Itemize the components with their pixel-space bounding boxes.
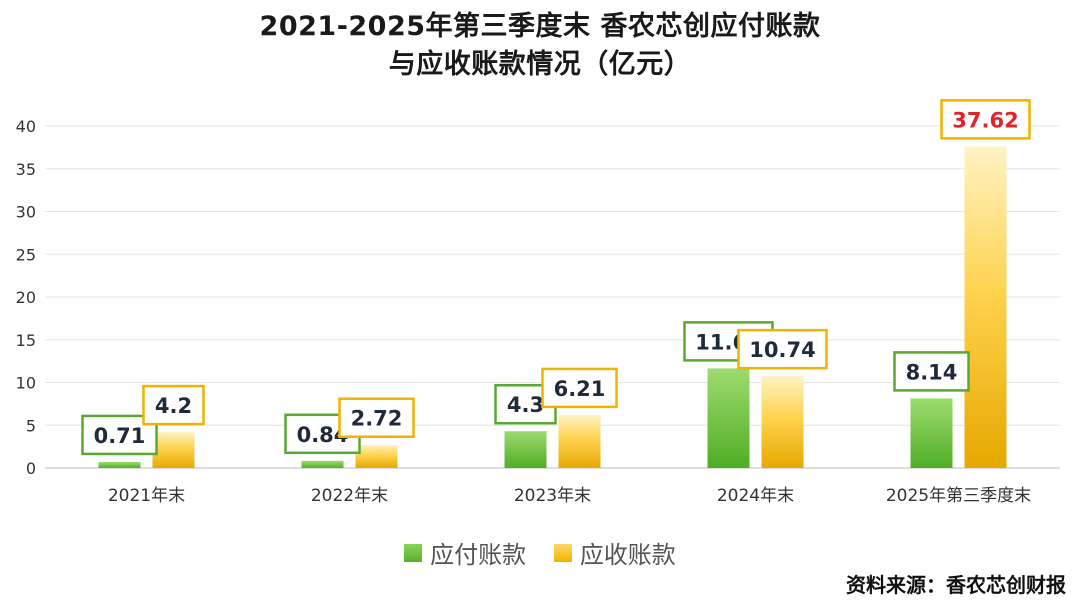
chart-legend: 应付账款 应收账款 — [0, 535, 1080, 570]
chart-subtitle: 与应收账款情况（亿元） — [388, 49, 692, 80]
x-category-label: 2022年末 — [311, 486, 388, 506]
bar-payable — [910, 398, 953, 468]
data-label-box — [541, 367, 618, 409]
bar-payable — [301, 460, 344, 468]
bar-receivable — [355, 444, 398, 468]
data-label-receivable: 37.62 — [952, 108, 1018, 132]
y-tick-label: 30 — [16, 203, 36, 222]
data-label-receivable: 6.21 — [554, 377, 606, 401]
bar-receivable — [761, 376, 804, 468]
data-label-receivable: 10.74 — [749, 338, 815, 362]
bar-receivable — [558, 414, 601, 468]
data-label-box — [940, 99, 1031, 140]
data-label-receivable: 2.72 — [351, 407, 403, 431]
data-label-box — [737, 328, 828, 370]
x-category-label: 2021年末 — [108, 486, 185, 506]
y-tick-label: 25 — [16, 245, 36, 264]
legend-label-payable: 应付账款 — [430, 541, 527, 569]
bar-receivable — [964, 146, 1007, 468]
data-label-payable: 8.14 — [906, 360, 958, 384]
bar-payable — [504, 431, 547, 468]
bar-payable — [707, 368, 750, 468]
x-category-label: 2023年末 — [514, 486, 591, 506]
legend-swatch-payable — [404, 543, 423, 562]
bar-receivable — [152, 432, 195, 468]
source-note: 资料来源：香农芯创财报 — [846, 573, 1066, 597]
legend-label-receivable: 应收账款 — [579, 541, 676, 569]
legend-swatch-receivable — [553, 543, 572, 562]
y-tick-label: 15 — [16, 331, 36, 350]
data-label-box — [81, 414, 158, 456]
data-label-box — [142, 384, 205, 426]
data-label-box — [338, 397, 415, 438]
legend-item-payable: 应付账款 — [404, 535, 526, 570]
y-tick-label: 5 — [26, 416, 36, 435]
y-tick-label: 40 — [16, 117, 36, 136]
y-tick-label: 0 — [26, 459, 36, 478]
data-label-payable: 0.71 — [94, 424, 146, 448]
y-tick-label: 20 — [16, 288, 36, 307]
x-category-label: 2025年第三季度末 — [886, 486, 1031, 506]
data-label-box — [893, 351, 970, 392]
data-label-receivable: 4.2 — [155, 394, 192, 418]
bar-payable — [98, 461, 141, 468]
legend-item-receivable: 应收账款 — [553, 535, 676, 570]
chart-title: 2021-2025年第三季度末 香农芯创应付账款 — [259, 11, 821, 42]
y-tick-label: 10 — [16, 374, 36, 393]
data-label-payable: 4.3 — [507, 393, 544, 417]
x-category-label: 2024年末 — [717, 486, 794, 506]
y-tick-label: 35 — [16, 160, 36, 179]
